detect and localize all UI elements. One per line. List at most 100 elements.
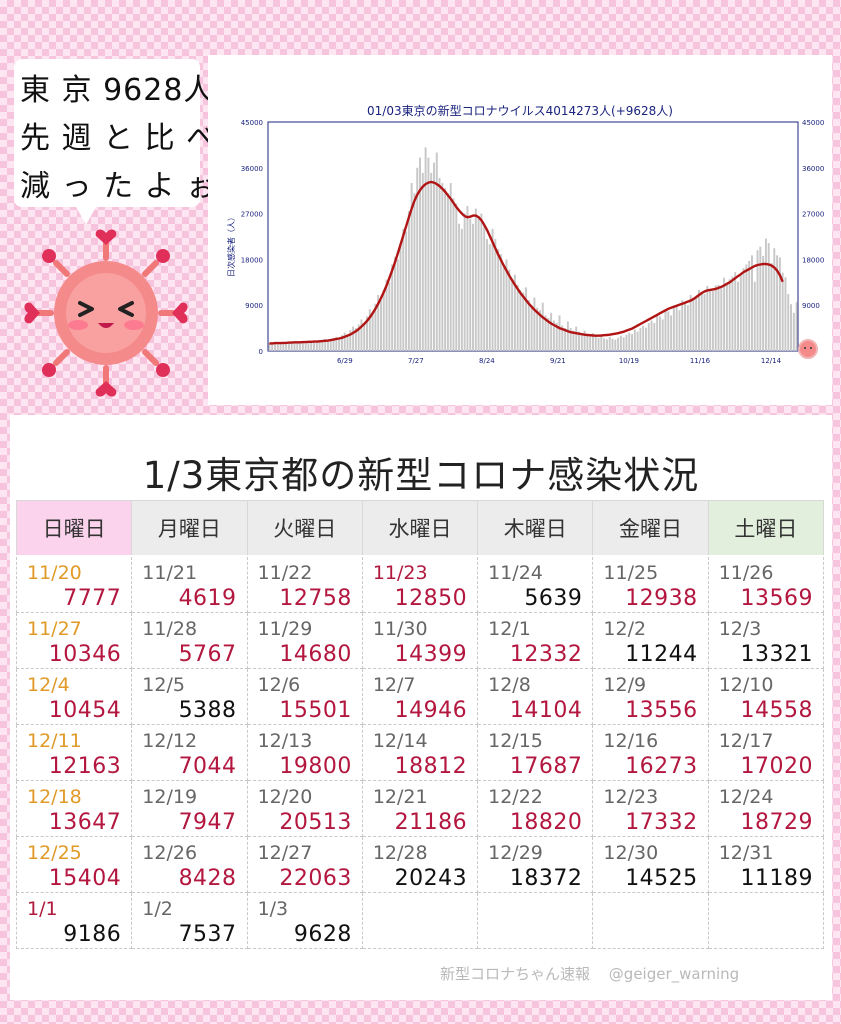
- daily-case-bar: [424, 147, 427, 351]
- daily-case-bar: [619, 335, 622, 351]
- daily-case-bar: [363, 323, 366, 351]
- day-cell: 12/31 11189: [707, 836, 825, 893]
- table-panel: 1/3東京都の新型コロナ感染状況 日曜日 月曜日 火曜日 水曜日 木曜日 金曜日 土曜日 1…: [10, 415, 832, 1000]
- day-case-count: 4619: [178, 586, 237, 611]
- day-date: 12/29: [488, 842, 543, 864]
- daily-case-bar: [282, 342, 285, 351]
- daily-case-bar: [430, 172, 433, 351]
- daily-case-bar: [611, 338, 614, 351]
- daily-case-bar: [675, 306, 678, 351]
- day-cell: 12/5 5388: [131, 668, 248, 725]
- daily-case-bar: [664, 310, 667, 351]
- daily-case-bar: [391, 264, 394, 351]
- daily-case-bar: [575, 326, 578, 351]
- daily-case-bar: [480, 213, 483, 351]
- daily-case-bar: [449, 183, 452, 351]
- daily-case-bar: [410, 183, 413, 351]
- chart-panel: 01/03東京の新型コロナウイルス4014273人(+9628人) 日次感染者（…: [208, 55, 832, 405]
- daily-case-bar: [536, 307, 539, 351]
- day-case-count: 5388: [178, 698, 237, 723]
- daily-case-bar: [544, 315, 547, 351]
- daily-case-bar: [287, 342, 290, 351]
- daily-case-bar: [723, 277, 726, 351]
- day-cell: 12/12 7044: [131, 724, 248, 781]
- daily-case-bar: [686, 305, 689, 351]
- daily-case-bar: [463, 213, 466, 351]
- day-date: 11/23: [372, 562, 428, 584]
- day-date: 12/16: [603, 730, 659, 752]
- daily-case-bar: [432, 162, 435, 351]
- daily-case-bar: [614, 339, 617, 351]
- daily-case-bar: [541, 302, 544, 351]
- day-case-count: 19800: [279, 754, 352, 779]
- day-date: 12/5: [142, 674, 185, 696]
- day-cell: [361, 892, 479, 949]
- daily-case-bar: [697, 289, 700, 351]
- y-tick-label-left: 36000: [241, 165, 263, 173]
- day-date: 12/8: [488, 674, 531, 696]
- daily-case-bar: [714, 285, 717, 351]
- daily-case-bar: [792, 312, 795, 351]
- daily-case-bar: [508, 269, 511, 351]
- daily-case-bar: [622, 337, 625, 351]
- daily-case-bar: [340, 335, 343, 351]
- weekly-average-line: [269, 180, 784, 345]
- day-cell: 11/28 5767: [131, 612, 248, 669]
- daily-case-bar: [617, 337, 620, 351]
- week-row: 12/18 13647 12/19 7947 12/20 20513 12/21 21186 1…: [15, 780, 825, 837]
- day-case-count: 15501: [279, 698, 352, 723]
- daily-case-bar: [271, 343, 274, 351]
- day-date: 12/1: [488, 618, 531, 640]
- daily-case-bar: [628, 332, 631, 351]
- day-date: 12/30: [603, 842, 659, 864]
- day-date: 12/15: [488, 730, 543, 752]
- daily-case-bar: [558, 315, 561, 351]
- daily-case-bar: [296, 341, 299, 351]
- daily-case-bar: [578, 331, 581, 351]
- day-cell: 11/23 12850: [361, 555, 479, 613]
- day-cell: 12/10 14558: [707, 668, 825, 725]
- daily-case-bar: [477, 216, 480, 351]
- day-date: 12/12: [142, 730, 198, 752]
- daily-case-bar: [678, 310, 681, 351]
- day-case-count: 13321: [740, 642, 813, 667]
- daily-case-bar: [778, 257, 781, 351]
- day-case-count: 14399: [394, 642, 468, 667]
- daily-case-bar: [656, 315, 659, 351]
- daily-case-bar: [276, 343, 279, 351]
- daily-case-bar: [589, 335, 592, 351]
- daily-case-bar: [435, 152, 438, 351]
- daily-case-bar: [742, 268, 745, 351]
- footer: 新型コロナちゃん速報 @geiger_warning: [440, 963, 753, 984]
- daily-case-bar: [566, 321, 569, 351]
- day-cell: 11/24 5639: [477, 555, 594, 613]
- daily-case-bar: [458, 223, 461, 351]
- daily-case-bar: [472, 223, 475, 351]
- daily-case-bar: [636, 331, 639, 351]
- daily-case-bar: [605, 339, 608, 351]
- daily-case-bar: [703, 294, 706, 351]
- daily-case-bar: [720, 288, 723, 351]
- daily-case-bar: [338, 338, 341, 351]
- daily-case-bar: [407, 211, 410, 351]
- y-tick-label-left: 27000: [241, 211, 263, 219]
- bubble-tail: [74, 203, 98, 225]
- daily-case-bar: [516, 284, 519, 351]
- daily-case-bar: [522, 292, 525, 351]
- daily-case-bar: [784, 277, 787, 351]
- daily-case-bar: [527, 300, 530, 351]
- y-tick-label-left: 9000: [245, 302, 263, 310]
- day-cell: 12/29 18372: [477, 836, 594, 893]
- day-case-count: 22063: [279, 866, 352, 891]
- day-date: 12/4: [27, 674, 70, 696]
- y-tick-label-left: 45000: [241, 119, 263, 127]
- daily-case-bar: [360, 319, 363, 351]
- daily-case-bar: [706, 285, 709, 351]
- daily-case-bar: [393, 256, 396, 351]
- day-cell: 12/26 8428: [131, 836, 248, 893]
- day-date: 12/7: [372, 674, 416, 696]
- day-cell: 12/24 18729: [707, 780, 825, 837]
- day-case-count: 17020: [740, 754, 813, 779]
- weekday-header: 月曜日: [131, 500, 248, 557]
- day-cell: 11/30 14399: [361, 612, 479, 669]
